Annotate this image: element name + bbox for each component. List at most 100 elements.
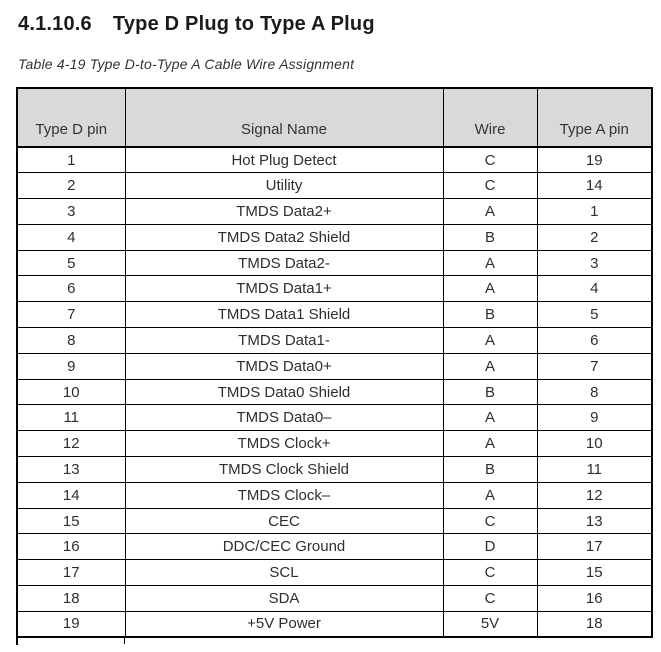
table-row: 11 TMDS Data0– A 9 <box>16 404 653 432</box>
table-cell: 10 <box>536 430 653 458</box>
table-cell: 17 <box>536 533 653 561</box>
table-row: 18 SDA C 16 <box>16 585 653 612</box>
table-row: 5 TMDS Data2- A 3 <box>16 249 653 277</box>
table-cell: C <box>442 585 538 612</box>
table-row: 19 +5V Power 5V 18 <box>16 610 653 638</box>
wire-assignment-table: Type D pin Signal Name Wire Type A pin 1… <box>16 87 653 639</box>
table-cell: 11 <box>16 404 126 432</box>
table-cell: 7 <box>536 352 653 380</box>
table-cell: 14 <box>16 481 126 509</box>
table-cell: 19 <box>16 610 126 638</box>
table-cell: 9 <box>16 352 126 380</box>
table-row: 1 Hot Plug Detect C 19 <box>16 146 653 174</box>
table-cell: Utility <box>124 172 444 200</box>
table-cell: 16 <box>16 533 126 561</box>
table-body: 1 Hot Plug Detect C 19 2 Utility C 14 3 TMDS Data… <box>16 146 653 638</box>
section-heading: 4.1.10.6 Type D Plug to Type A Plug <box>0 0 661 36</box>
table-cell: B <box>442 378 538 406</box>
table-cell: 11 <box>536 456 653 483</box>
table-row: 14 TMDS Clock– A 12 <box>16 481 653 509</box>
table-cell: 18 <box>536 610 653 638</box>
table-header-row: Type D pin Signal Name Wire Type A pin <box>16 87 653 148</box>
table-cell: 13 <box>536 507 653 535</box>
table-cell: TMDS Data2+ <box>124 198 444 225</box>
column-header-wire: Wire <box>442 87 538 148</box>
table-cell: 2 <box>16 172 126 200</box>
table-row: 15 CEC C 13 <box>16 507 653 535</box>
table-cell: TMDS Data2 Shield <box>124 223 444 251</box>
table-cell: TMDS Data1- <box>124 327 444 354</box>
table-cell: 12 <box>536 481 653 509</box>
table-cell: 15 <box>16 507 126 535</box>
table-cell: 12 <box>16 430 126 458</box>
table-row: 9 TMDS Data0+ A 7 <box>16 352 653 380</box>
table-cell: 19 <box>536 146 653 174</box>
table-cell: 5V <box>442 610 538 638</box>
table-row: 7 TMDS Data1 Shield B 5 <box>16 301 653 329</box>
column-header-type-a-pin: Type A pin <box>536 87 653 148</box>
table-cell: 4 <box>16 223 126 251</box>
table-cell: TMDS Clock+ <box>124 430 444 458</box>
table-cell: TMDS Clock Shield <box>124 456 444 483</box>
table-cell: 17 <box>16 559 126 587</box>
table-cell: 6 <box>536 327 653 354</box>
table-cell: A <box>442 327 538 354</box>
table-caption: Table 4-19 Type D-to-Type A Cable Wire A… <box>18 56 355 72</box>
table-cell: D <box>442 533 538 561</box>
table-cell: 9 <box>536 404 653 432</box>
table-cell: B <box>442 301 538 329</box>
table-cell: A <box>442 198 538 225</box>
table-cell: 14 <box>536 172 653 200</box>
table-row: 10 TMDS Data0 Shield B 8 <box>16 378 653 406</box>
table-header: Type D pin Signal Name Wire Type A pin <box>16 87 653 148</box>
table-cell: C <box>442 146 538 174</box>
cutoff-row-column-divider <box>124 638 125 645</box>
table-cell: A <box>442 430 538 458</box>
table-cell: 3 <box>16 198 126 225</box>
table-cell: 8 <box>536 378 653 406</box>
wire-assignment-table-wrap: Type D pin Signal Name Wire Type A pin 1… <box>16 87 653 646</box>
table-cell: C <box>442 172 538 200</box>
table-row: 16 DDC/CEC Ground D 17 <box>16 533 653 561</box>
section-title: Type D Plug to Type A Plug <box>112 13 375 35</box>
table-cell: 1 <box>536 198 653 225</box>
table-cell: TMDS Data0 Shield <box>124 378 444 406</box>
table-row: 12 TMDS Clock+ A 10 <box>16 430 653 458</box>
table-cell: 18 <box>16 585 126 612</box>
table-cell: 16 <box>536 585 653 612</box>
table-cell: C <box>442 559 538 587</box>
table-cell: CEC <box>124 507 444 535</box>
table-cell: C <box>442 507 538 535</box>
table-cell: Hot Plug Detect <box>124 146 444 174</box>
table-cell: 10 <box>16 378 126 406</box>
table-cell: A <box>442 481 538 509</box>
table-cell: 2 <box>536 223 653 251</box>
table-cell: 4 <box>536 275 653 303</box>
table-cell: 5 <box>536 301 653 329</box>
column-header-type-d-pin: Type D pin <box>16 87 126 148</box>
table-cell: A <box>442 404 538 432</box>
table-cell: 15 <box>536 559 653 587</box>
table-cell: 5 <box>16 249 126 277</box>
table-cell: 13 <box>16 456 126 483</box>
table-row: 13 TMDS Clock Shield B 11 <box>16 456 653 483</box>
table-cell: A <box>442 249 538 277</box>
table-cell: TMDS Data2- <box>124 249 444 277</box>
table-row: 17 SCL C 15 <box>16 559 653 587</box>
table-cell: A <box>442 352 538 380</box>
table-cell: +5V Power <box>124 610 444 638</box>
table-cell: TMDS Clock– <box>124 481 444 509</box>
table-cell: 8 <box>16 327 126 354</box>
table-cell: A <box>442 275 538 303</box>
table-cell: DDC/CEC Ground <box>124 533 444 561</box>
table-cell: B <box>442 456 538 483</box>
table-row: 8 TMDS Data1- A 6 <box>16 327 653 354</box>
table-cell: TMDS Data1+ <box>124 275 444 303</box>
cutoff-row-left-border <box>16 638 18 646</box>
table-cell: TMDS Data0– <box>124 404 444 432</box>
table-cell: TMDS Data0+ <box>124 352 444 380</box>
table-row: 2 Utility C 14 <box>16 172 653 200</box>
column-header-signal-name: Signal Name <box>124 87 444 148</box>
table-cell: TMDS Data1 Shield <box>124 301 444 329</box>
